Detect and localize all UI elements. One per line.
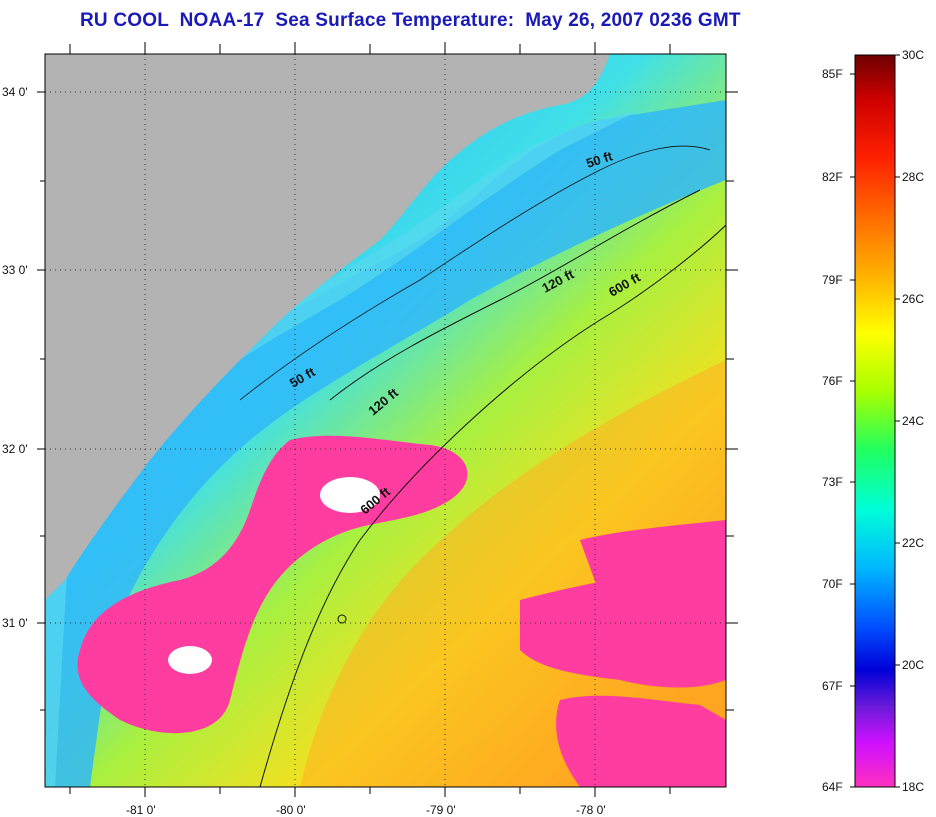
map-frame (44, 53, 727, 788)
lon-label: -79 0' (426, 803, 456, 817)
colorbar-legend: 85F 82F 79F 76F 73F 70F 67F 64F 30C 28C … (822, 48, 924, 794)
nodata-patch (320, 477, 380, 513)
land-mass (45, 54, 610, 600)
colorbar-c-label: 30C (902, 48, 924, 62)
warm-offshore-water (300, 360, 726, 787)
colorbar-c-label: 20C (902, 658, 924, 672)
lat-label: 34 0' (2, 85, 28, 99)
map-ticks (37, 42, 738, 797)
station-marker (337, 614, 347, 624)
lat-label: 33 0' (2, 263, 28, 277)
colorbar-c-label: 26C (902, 292, 924, 306)
colorbar-c-label: 18C (902, 780, 924, 794)
nearshore-cool-water (45, 100, 726, 787)
colorbar-f-label: 73F (822, 475, 843, 489)
lat-label: 32 0' (2, 442, 28, 456)
colorbar-ticks (850, 54, 900, 788)
cloud-cover-southeast (556, 695, 726, 787)
nodata-patch (168, 646, 212, 674)
colorbar-f-label: 85F (822, 67, 843, 81)
colorbar-c-label: 24C (902, 414, 924, 428)
lon-label: -81 0' (126, 803, 156, 817)
isobath-600ft (259, 224, 726, 787)
lon-label: -78 0' (576, 803, 606, 817)
colorbar-f-label: 67F (822, 679, 843, 693)
colorbar-c-label: 28C (902, 170, 924, 184)
colorbar (854, 54, 896, 788)
colorbar-f-label: 76F (822, 374, 843, 388)
lat-label: 31 0' (2, 616, 28, 630)
cloud-cover-east-2 (580, 520, 726, 603)
colorbar-f-label: 79F (822, 273, 843, 287)
colorbar-f-label: 70F (822, 577, 843, 591)
isobath-50ft (239, 145, 711, 401)
colorbar-f-label: 64F (822, 780, 843, 794)
isobath-120ft (329, 189, 701, 401)
graticule (45, 54, 726, 787)
map-area (45, 54, 726, 787)
colorbar-f-label: 82F (822, 170, 843, 184)
lon-label: -80 0' (276, 803, 306, 817)
colorbar-c-label: 22C (902, 536, 924, 550)
map-title: RU COOL NOAA-17 Sea Surface Temperature:… (80, 10, 741, 31)
